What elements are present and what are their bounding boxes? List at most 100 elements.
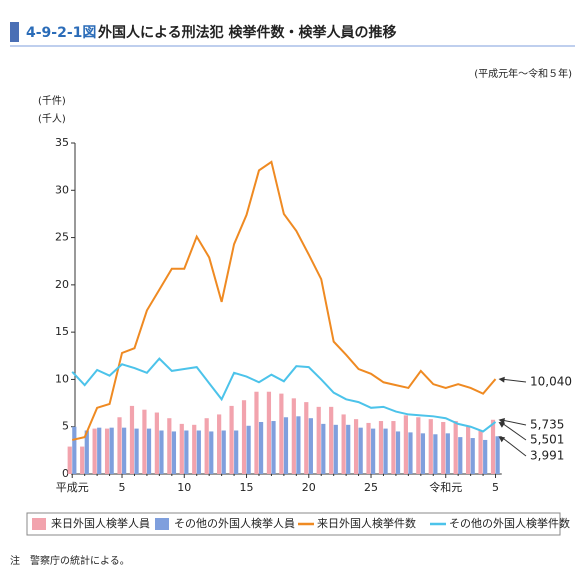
bar	[366, 422, 371, 474]
y-tick-label: 20	[55, 278, 69, 291]
y-tick-label: 35	[55, 136, 69, 149]
y-tick-label: 10	[55, 372, 69, 385]
bar	[72, 426, 77, 474]
bar	[433, 434, 438, 474]
legend-label: その他の外国人検挙件数	[449, 516, 570, 530]
bar	[134, 428, 139, 474]
y-tick-label: 25	[55, 231, 69, 244]
bar	[171, 431, 177, 474]
bar	[122, 427, 127, 474]
legend-label: その他の外国人検挙人員	[174, 516, 295, 530]
bar	[271, 421, 276, 474]
bar	[329, 406, 334, 474]
bar	[308, 418, 313, 474]
bar	[495, 436, 500, 474]
bar	[408, 432, 413, 474]
bar	[371, 428, 376, 474]
bar	[104, 428, 110, 474]
bar	[466, 426, 471, 474]
bar	[154, 412, 159, 474]
bar	[204, 418, 209, 474]
bar	[316, 406, 321, 474]
arrow-head	[498, 436, 506, 443]
legend-label: 来日外国人検挙人員	[51, 516, 150, 530]
x-tick-label: 5	[492, 481, 499, 494]
bar	[470, 438, 475, 474]
legend-box	[26, 512, 561, 536]
period: (平成元年～令和５年)	[474, 67, 572, 80]
bar	[67, 446, 72, 474]
note: 注 警察庁の統計による。	[10, 554, 130, 567]
value-label: 5,735	[530, 418, 564, 432]
bar	[117, 417, 122, 474]
bar	[291, 398, 296, 474]
bar	[341, 414, 346, 474]
arrow-head	[498, 376, 505, 383]
bar	[478, 430, 483, 474]
bar	[146, 428, 152, 474]
bar	[445, 433, 450, 474]
bar	[167, 418, 172, 474]
bar	[296, 416, 301, 474]
bar	[80, 446, 85, 474]
arrow-head	[498, 417, 505, 424]
legend-label: 来日外国人検挙件数	[317, 516, 416, 530]
bar	[346, 424, 351, 474]
value-label: 5,501	[530, 433, 564, 447]
line	[71, 357, 497, 433]
bar	[266, 391, 272, 474]
figure-number: 4-9-2-1図	[26, 25, 96, 41]
bar	[391, 421, 396, 474]
bar	[490, 419, 496, 474]
label-arrow	[500, 435, 527, 457]
bar	[221, 430, 226, 474]
bar	[420, 433, 426, 474]
chart-title: 外国人による刑法犯 検挙件数・検挙人員の推移	[98, 24, 396, 41]
bar	[234, 430, 239, 474]
bar	[453, 421, 458, 474]
bar	[383, 428, 388, 474]
bar	[283, 417, 289, 474]
legend-swatch	[32, 518, 46, 530]
bar	[441, 421, 446, 474]
label-arrow	[500, 421, 527, 441]
bar	[129, 405, 135, 474]
bar	[97, 427, 102, 474]
bar	[246, 425, 251, 474]
bar	[159, 430, 164, 474]
y-unit-people: (千人)	[38, 113, 66, 125]
bar	[428, 419, 433, 474]
line	[72, 160, 497, 441]
y-tick-label: 0	[62, 467, 69, 480]
bar	[333, 424, 338, 474]
bar	[378, 421, 384, 474]
bar	[254, 391, 259, 474]
y-unit-count: (千件)	[38, 95, 66, 107]
bar	[217, 414, 222, 474]
bar	[483, 439, 488, 474]
y-tick-label: 30	[55, 183, 69, 196]
arrow-head	[498, 421, 506, 428]
x-tick-label: 10	[177, 481, 191, 494]
bar	[353, 419, 359, 474]
bar	[458, 437, 463, 474]
legend-swatch	[155, 518, 169, 530]
bar	[416, 417, 421, 474]
x-tick-label: 平成元	[56, 481, 89, 494]
bar	[358, 427, 363, 474]
label-arrow	[500, 419, 527, 426]
label-arrow	[500, 378, 527, 383]
bar	[179, 423, 184, 474]
bar	[304, 402, 309, 474]
x-tick-label: 25	[364, 481, 378, 494]
bar	[209, 431, 214, 474]
bar	[241, 400, 247, 474]
bar	[403, 415, 408, 474]
value-label: 10,040	[530, 375, 572, 389]
value-label: 3,991	[530, 449, 564, 463]
bar	[142, 409, 147, 474]
bar	[84, 430, 89, 474]
x-tick-label: 令和元	[429, 480, 462, 494]
title-marker	[10, 22, 19, 42]
